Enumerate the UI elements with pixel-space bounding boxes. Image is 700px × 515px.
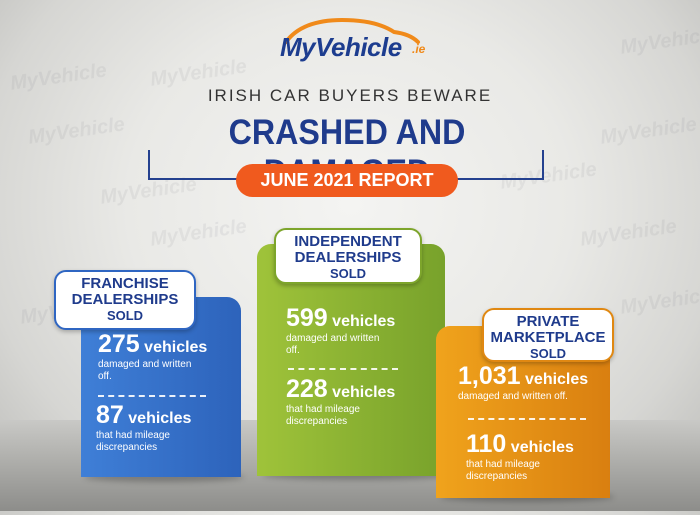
frame-line (440, 178, 544, 180)
stat-desc: that had mileage (96, 430, 170, 441)
report-badge: JUNE 2021 REPORT (236, 164, 458, 197)
data-label: 110 (466, 430, 507, 458)
stat-unit: vehicles (128, 410, 192, 427)
stat-written-off: 599 vehicles damaged and written off. (286, 304, 395, 357)
divider (468, 418, 586, 420)
watermark: MyVehicle (598, 113, 699, 149)
watermark: MyVehicle (26, 113, 127, 149)
tag-line: FRANCHISE (81, 275, 169, 292)
stat-unit: vehicles (525, 371, 589, 388)
brand-logo: MyVehicle .ie (272, 14, 432, 66)
tag-line: SOLD (529, 346, 567, 361)
watermark: MyVehicle (148, 215, 249, 251)
frame-line (148, 178, 252, 180)
stat-desc: discrepancies (466, 471, 528, 482)
data-label: 87 (96, 401, 124, 429)
stat-mileage: 87 vehicles that had mileage discrepanci… (96, 401, 191, 454)
car-outline-icon (284, 17, 420, 44)
stat-desc: off. (286, 345, 300, 356)
bar-shadow (84, 472, 244, 482)
stat-desc: damaged and written off. (458, 391, 568, 402)
tag-line: DEALERSHIPS (294, 249, 402, 266)
data-label: 1,031 (458, 362, 521, 390)
subtitle: IRISH CAR BUYERS BEWARE (207, 86, 493, 105)
data-label: 599 (286, 304, 328, 332)
stat-unit: vehicles (332, 313, 396, 330)
tag-line: DEALERSHIPS (71, 291, 179, 308)
tag-line: SOLD (329, 266, 367, 281)
frame-line (542, 150, 544, 180)
tag-line: MARKETPLACE (490, 329, 606, 346)
tag-line: INDEPENDENT (294, 233, 402, 250)
stat-desc: damaged and written (286, 333, 380, 344)
stat-mileage: 110 vehicles that had mileage discrepanc… (466, 430, 574, 483)
category-label-private: PRIVATE MARKETPLACE SOLD (482, 308, 614, 362)
watermark: MyVehicle (578, 215, 679, 251)
stat-unit: vehicles (510, 439, 574, 456)
stat-desc: that had mileage (286, 404, 360, 415)
stat-unit: vehicles (332, 384, 396, 401)
tag-line: PRIVATE (516, 313, 580, 330)
stat-desc: that had mileage (466, 459, 540, 470)
stat-desc: off. (98, 371, 112, 382)
stat-desc: discrepancies (96, 442, 158, 453)
divider (98, 395, 206, 397)
stat-desc: discrepancies (286, 416, 348, 427)
stat-desc: damaged and written (98, 359, 192, 370)
divider (288, 368, 398, 370)
frame-line (148, 150, 150, 180)
tag-line: SOLD (106, 308, 144, 323)
logo-tld: .ie (412, 42, 426, 56)
stat-unit: vehicles (144, 339, 208, 356)
watermark: MyVehicle (618, 283, 700, 319)
category-label-independent: INDEPENDENT DEALERSHIPS SOLD (274, 228, 422, 284)
stat-written-off: 275 vehicles damaged and written off. (98, 330, 207, 383)
stat-written-off: 1,031 vehicles damaged and written off. (458, 362, 588, 403)
data-label: 228 (286, 375, 328, 403)
stat-mileage: 228 vehicles that had mileage discrepanc… (286, 375, 395, 428)
category-label-franchise: FRANCHISE DEALERSHIPS SOLD (54, 270, 196, 330)
watermark: MyVehicle (618, 23, 700, 59)
logo-wordmark: MyVehicle (280, 32, 402, 62)
data-label: 275 (98, 330, 140, 358)
